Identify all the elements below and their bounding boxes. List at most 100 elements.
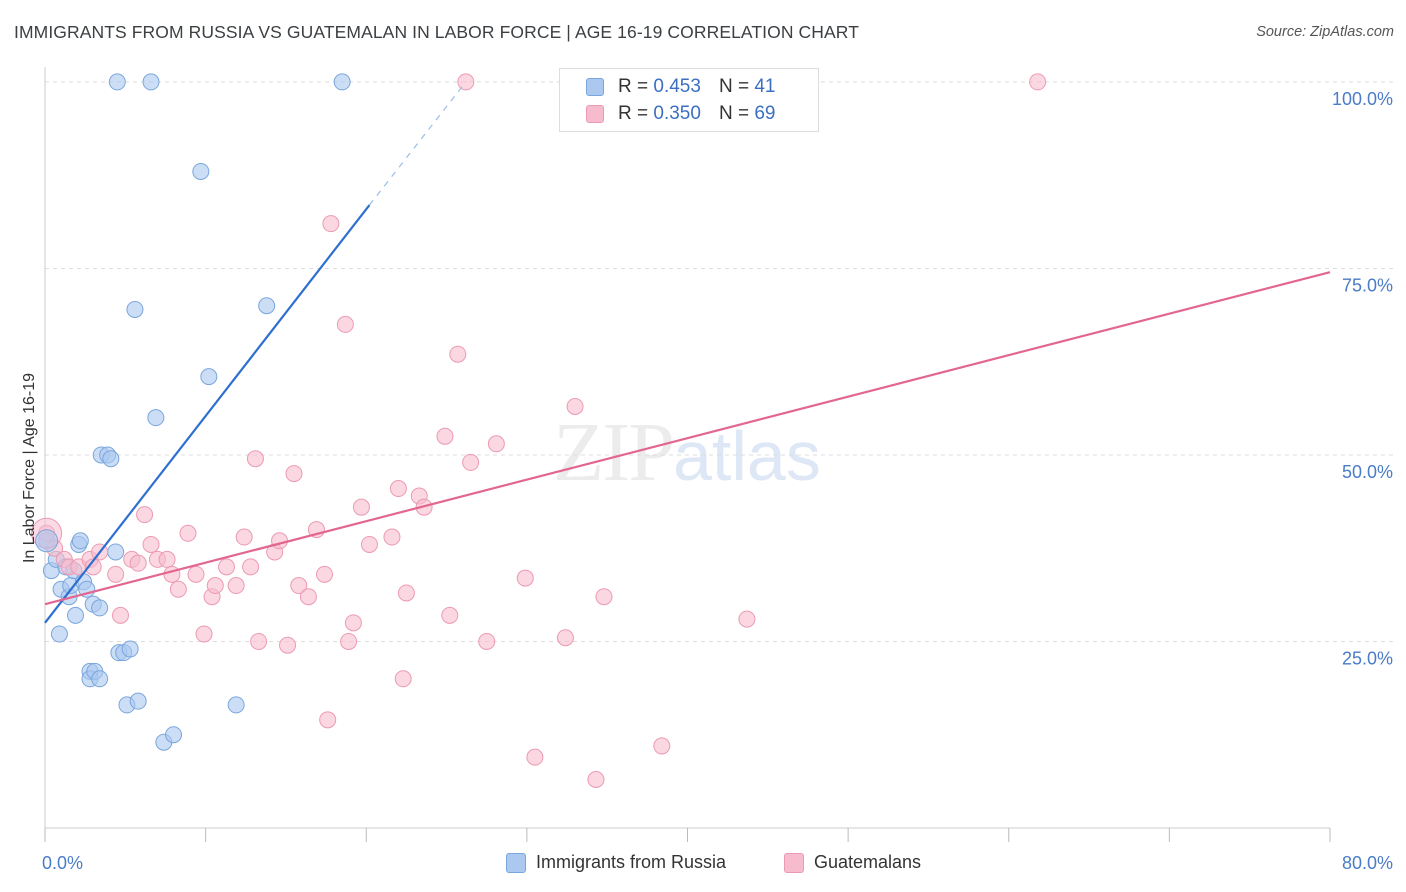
russia-point	[192, 162, 210, 180]
russia-trend-line	[44, 204, 371, 624]
russia-point	[121, 640, 139, 658]
guatemalan-point	[250, 632, 268, 650]
guatemalan-point	[227, 577, 245, 595]
guatemalan-point	[271, 532, 289, 550]
guatemalan-point	[653, 737, 671, 755]
guatemalan-point	[246, 450, 264, 468]
guatemalan-point	[595, 588, 613, 606]
legend-swatch-guatemalans	[586, 105, 604, 123]
guatemalan-point	[235, 528, 253, 546]
y-tick-label: 50.0%	[1342, 462, 1393, 482]
guatemalan-point	[179, 524, 197, 542]
guatemalan-point	[340, 632, 358, 650]
russia-point	[102, 450, 120, 468]
guatemalan-point	[344, 614, 362, 632]
legend-r-value-russia: 0.453	[653, 76, 701, 97]
russia-point	[258, 297, 276, 315]
guatemalan-point	[285, 465, 303, 483]
guatemalan-point	[158, 550, 176, 568]
guatemalan-point	[322, 215, 340, 233]
legend-swatch-russia	[506, 852, 526, 873]
legend-swatch-russia	[586, 78, 604, 96]
guatemalan-point	[1029, 73, 1047, 91]
russia-point	[67, 606, 85, 624]
russia-point	[91, 599, 109, 617]
guatemalan-point	[129, 554, 147, 572]
guatemalan-point	[290, 577, 308, 595]
guatemalan-point	[206, 577, 224, 595]
guatemalan-point	[516, 569, 534, 587]
watermark-atlas: atlas	[673, 417, 821, 495]
legend-n-value-guatemalans: 69	[754, 103, 776, 124]
guatemalan-point	[738, 610, 756, 628]
legend-item-guatemalans[interactable]: Guatemalans	[784, 852, 921, 873]
guatemalan-point	[299, 588, 317, 606]
guatemalan-point	[478, 632, 496, 650]
guatemalan-point	[187, 565, 205, 583]
guatemalan-point	[436, 427, 454, 445]
guatemalan-point	[107, 565, 125, 583]
guatemalan-point	[279, 636, 297, 654]
guatemalan-point	[397, 584, 415, 602]
guatemalan-point	[449, 345, 467, 363]
russia-point	[129, 692, 147, 710]
guatemalan-point	[587, 771, 605, 789]
guatemalan-point	[111, 606, 129, 624]
guatemalan-point	[242, 558, 260, 576]
guatemalan-point	[566, 397, 584, 415]
russia-point	[142, 73, 160, 91]
guatemalan-point	[352, 498, 370, 516]
russia-point	[50, 625, 68, 643]
y-axis-label: In Labor Force | Age 16-19	[21, 372, 38, 564]
legend-row-russia: R = 0.453 N = 41	[586, 75, 775, 99]
guatemalan-point	[441, 606, 459, 624]
guatemalan-point	[315, 565, 333, 583]
source-label: Source: ZipAtlas.com	[1256, 24, 1394, 40]
guatemalan-point	[556, 629, 574, 647]
guatemalan-point	[319, 711, 337, 729]
russia-point	[227, 696, 245, 714]
chart-title: IMMIGRANTS FROM RUSSIA VS GUATEMALAN IN …	[14, 22, 860, 42]
guatemalan-point	[336, 315, 354, 333]
y-tick-label: 75.0%	[1342, 275, 1393, 295]
series-legend: Immigrants from Russia Guatemalans	[0, 852, 1406, 876]
guatemalan-trend-line	[44, 271, 1331, 606]
legend-n-label: N =	[718, 103, 750, 124]
legend-r-value-guatemalans: 0.350	[653, 103, 701, 124]
russia-point	[200, 368, 218, 386]
russia-trend-extension	[368, 81, 467, 206]
guatemalan-point	[389, 480, 407, 498]
guatemalan-point	[360, 535, 378, 553]
guatemalan-point	[163, 565, 181, 583]
guatemalan-point	[142, 535, 160, 553]
x-tick-label: 0.0%	[42, 853, 83, 873]
russia-point	[165, 726, 182, 744]
guatemalan-point	[218, 558, 236, 576]
russia-cluster-point	[35, 529, 59, 553]
guatemalan-point	[383, 528, 401, 546]
guatemalan-point	[462, 453, 480, 471]
zipatlas-watermark: ZIPatlas	[553, 404, 821, 501]
legend-item-russia[interactable]: Immigrants from Russia	[506, 852, 726, 873]
russia-point	[126, 300, 144, 318]
legend-label-russia: Immigrants from Russia	[536, 852, 727, 872]
legend-swatch-guatemalans	[784, 852, 804, 873]
guatemalan-point	[195, 625, 213, 643]
legend-r-label: R =	[618, 76, 649, 97]
legend-label-guatemalans: Guatemalans	[814, 852, 922, 872]
legend-n-label: N =	[718, 76, 750, 97]
russia-point	[71, 532, 89, 550]
legend-row-guatemalans: R = 0.350 N = 69	[586, 102, 775, 126]
guatemalan-point	[84, 558, 102, 576]
guatemalan-point	[136, 506, 154, 524]
legend-r-label: R =	[618, 103, 649, 124]
guatemalan-point	[526, 748, 544, 766]
x-tick-label: 80.0%	[1342, 853, 1393, 873]
guatemalan-point	[169, 580, 187, 598]
y-tick-label: 100.0%	[1332, 89, 1393, 109]
guatemalan-point	[394, 670, 412, 688]
russia-point	[147, 409, 165, 427]
russia-point	[333, 73, 351, 91]
russia-point	[107, 543, 125, 561]
